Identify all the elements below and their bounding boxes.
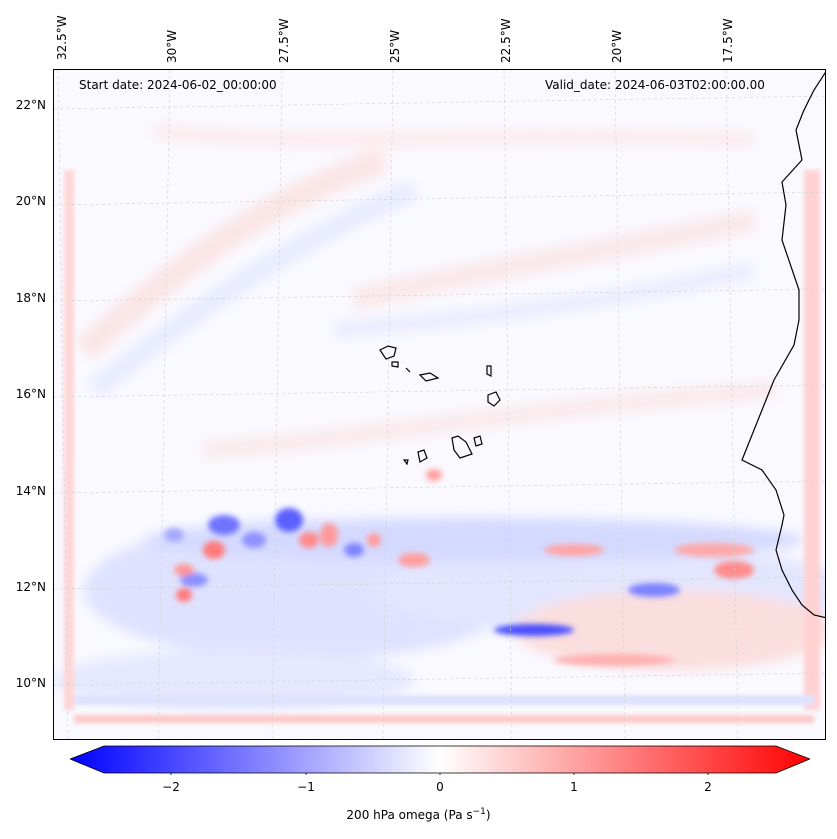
lon-tick-22.5w: 22.5°W — [499, 18, 513, 63]
lon-tick-25w: 25°W — [388, 29, 402, 63]
lat-tick-14n: 14°N — [15, 484, 46, 498]
omega-field — [54, 70, 825, 739]
lat-tick-16n: 16°N — [15, 387, 46, 401]
colorbar-tick-2: 2 — [704, 780, 712, 794]
lat-tick-18n: 18°N — [15, 291, 46, 305]
lon-tick-32.5w: 32.5°W — [55, 15, 69, 60]
colorbar-label: 200 hPa omega (Pa s−1) — [346, 807, 491, 822]
lon-tick-30w: 30°W — [165, 29, 179, 63]
gridlines — [54, 70, 825, 739]
colorbar-tick-1: 1 — [570, 780, 578, 794]
start-date-annotation: Start date: 2024-06-02_00:00:00 — [79, 78, 277, 92]
lat-tick-22n: 22°N — [15, 98, 46, 112]
lat-tick-10n: 10°N — [15, 676, 46, 690]
lat-tick-20n: 20°N — [15, 194, 46, 208]
lon-tick-27.5w: 27.5°W — [277, 18, 291, 63]
lon-tick-20w: 20°W — [610, 29, 624, 63]
lat-tick-12n: 12°N — [15, 580, 46, 594]
lon-tick-17.5w: 17.5°W — [721, 18, 735, 63]
cape-verde-islands — [379, 345, 501, 466]
valid-date-annotation: Valid_date: 2024-06-03T02:00:00.00 — [545, 78, 765, 92]
colorbar-tick-m1: −1 — [297, 780, 315, 794]
coastline-africa — [741, 71, 825, 619]
colorbar-tick-m2: −2 — [162, 780, 180, 794]
colorbar — [70, 745, 810, 775]
colorbar-tick-0: 0 — [436, 780, 444, 794]
map-panel[interactable] — [53, 69, 826, 740]
